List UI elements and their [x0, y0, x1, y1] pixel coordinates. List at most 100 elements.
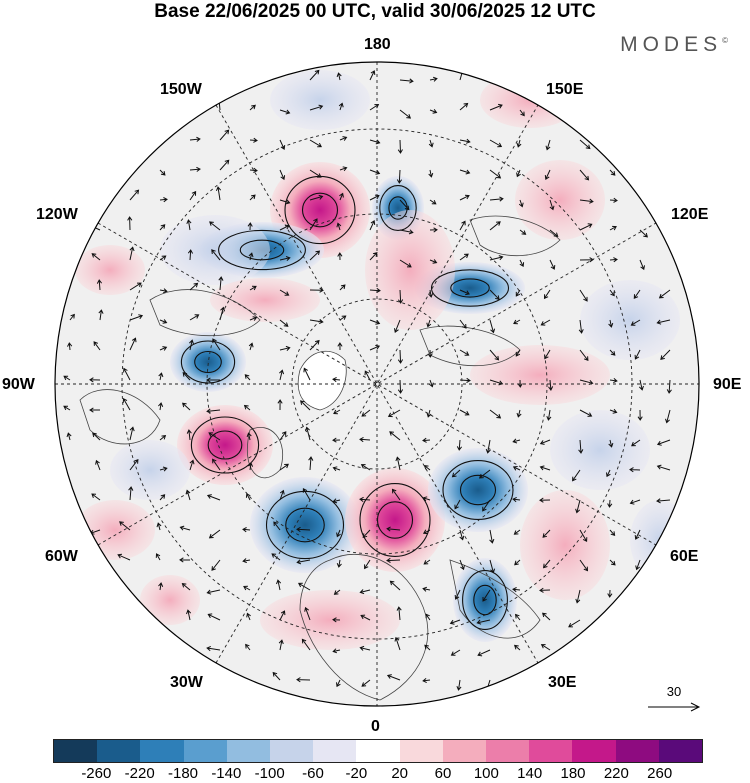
wind-arrow	[359, 436, 371, 443]
wind-arrow	[179, 557, 191, 563]
wind-arrow	[129, 426, 135, 441]
wind-arrow	[630, 319, 641, 326]
wind-arrow	[309, 287, 324, 293]
wind-arrow	[369, 220, 376, 231]
wind-arrow	[606, 469, 611, 478]
contour-line	[430, 269, 510, 307]
wind-arrow	[542, 612, 551, 621]
wind-arrow	[279, 319, 289, 327]
wind-arrow	[428, 169, 434, 178]
brand-text: MODES	[620, 33, 723, 56]
wind-arrow	[451, 469, 461, 478]
wind-arrow	[309, 218, 318, 231]
wind-arrow	[279, 463, 289, 471]
wind-arrow	[519, 109, 525, 117]
wind-arrow	[549, 259, 556, 270]
wind-arrow	[211, 249, 221, 261]
wind-arrow	[336, 222, 342, 231]
wind-arrow	[218, 276, 224, 291]
wind-arrow	[546, 409, 552, 421]
wind-arrow	[454, 589, 461, 600]
colorbar-tick-label: -140	[211, 765, 242, 782]
wind-arrow	[539, 439, 551, 445]
wind-arrow	[361, 679, 371, 687]
wind-arrow	[207, 613, 221, 621]
wind-arrow	[391, 488, 401, 501]
wind-arrow	[459, 220, 466, 231]
wind-arrow	[359, 496, 371, 502]
colorbar-segment	[529, 740, 573, 762]
wind-arrow	[512, 587, 521, 593]
wind-arrow	[182, 402, 191, 411]
wind-arrow	[656, 464, 671, 471]
wind-arrow	[489, 196, 504, 202]
wind-arrow	[389, 431, 401, 441]
wind-arrow	[364, 559, 371, 570]
wind-arrow	[243, 404, 251, 411]
colorbar-tick-label: 180	[560, 765, 586, 782]
wind-arrow	[158, 582, 164, 591]
wind-arrow	[279, 256, 291, 261]
wind-arrow	[129, 314, 144, 321]
colorbar-tick-label: -20	[345, 765, 368, 782]
wind-arrow	[122, 398, 131, 411]
wind-arrow	[665, 409, 671, 424]
wind-arrow	[489, 529, 495, 544]
wind-arrow	[332, 437, 341, 443]
wind-arrow	[518, 199, 524, 208]
wind-arrow	[279, 431, 287, 441]
wind-arrow	[93, 341, 101, 351]
wind-arrow	[129, 458, 139, 471]
colorbar	[53, 739, 703, 763]
wind-arrow	[208, 529, 221, 539]
wind-arrow	[369, 169, 381, 175]
wind-arrow	[429, 199, 437, 205]
colorbar-tick-label: 140	[517, 765, 543, 782]
colorbar-segment	[399, 740, 443, 762]
wind-arrow	[516, 409, 522, 418]
colorbar-segment	[97, 740, 141, 762]
wind-arrow	[579, 169, 590, 181]
wind-arrow	[360, 614, 371, 621]
wind-arrow	[608, 319, 614, 328]
wind-arrow	[399, 78, 414, 84]
colorbar-tick-label: 20	[391, 765, 408, 782]
wind-vectors	[63, 69, 672, 694]
colorbar-segment	[140, 740, 184, 762]
wind-arrow	[185, 489, 191, 501]
positive-anomaly-region	[260, 590, 400, 650]
wind-arrow	[89, 407, 100, 413]
wind-arrow	[189, 136, 201, 142]
wind-arrow	[459, 559, 465, 571]
wind-arrow	[513, 529, 521, 535]
wind-arrow	[362, 529, 371, 538]
wind-arrow	[159, 466, 168, 472]
wind-arrow	[423, 559, 431, 565]
wind-arrow	[634, 529, 641, 540]
wind-arrow	[489, 349, 500, 361]
wind-arrow	[279, 610, 286, 621]
wind-arrow	[219, 159, 230, 171]
wind-arrow	[212, 338, 221, 351]
wind-arrow	[609, 169, 616, 176]
reference-vector: 30	[646, 684, 702, 714]
positive-anomaly-region	[365, 210, 455, 330]
wind-arrow	[309, 339, 320, 351]
wind-arrow	[512, 438, 521, 444]
wind-arrow	[429, 76, 438, 82]
wind-arrow	[159, 169, 166, 176]
wind-arrow	[63, 375, 71, 381]
wind-arrow	[369, 319, 381, 325]
wind-arrow	[489, 103, 503, 111]
wind-arrow	[246, 612, 251, 621]
wind-arrow	[249, 137, 258, 143]
positive-anomaly-region	[140, 575, 200, 625]
wind-arrow	[208, 432, 221, 441]
wind-arrow	[489, 319, 496, 334]
colorbar-tick-label: 260	[647, 765, 673, 782]
wind-arrow	[519, 229, 527, 235]
lon-label-30e: 30E	[548, 674, 577, 691]
wind-arrow	[249, 167, 258, 173]
wind-arrow	[515, 289, 521, 297]
wind-arrow	[629, 499, 641, 505]
